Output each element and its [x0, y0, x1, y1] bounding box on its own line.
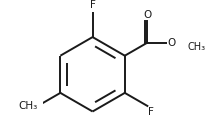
Text: O: O: [143, 10, 152, 20]
Text: O: O: [167, 38, 176, 48]
Text: CH₃: CH₃: [18, 101, 37, 111]
Text: CH₃: CH₃: [187, 42, 206, 52]
Text: F: F: [148, 107, 154, 117]
Text: F: F: [90, 0, 95, 10]
